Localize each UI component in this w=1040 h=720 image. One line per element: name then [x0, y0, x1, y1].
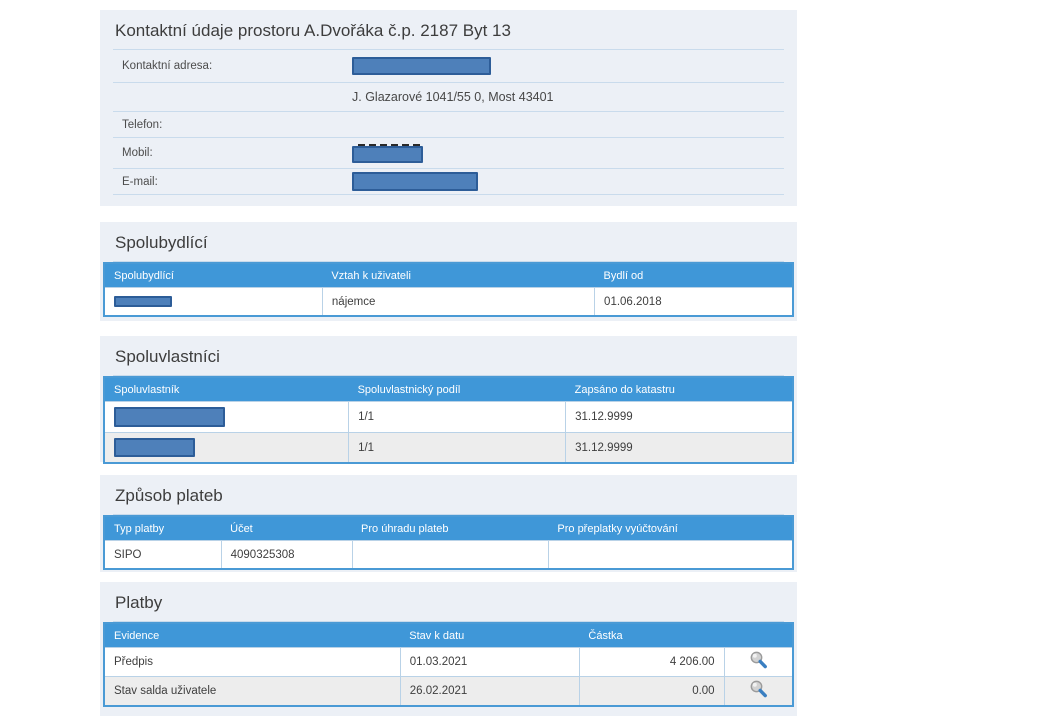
col-header-empty [724, 623, 793, 648]
coowners-title: Spoluvlastníci [115, 347, 220, 366]
redacted-box [114, 407, 225, 427]
col-header: Pro přeplatky vyúčtování [548, 516, 793, 541]
coresidents-title: Spolubydlící [115, 233, 208, 252]
payment-account-cell: 4090325308 [220, 540, 353, 570]
payment-method-table: Typ platby Účet Pro úhradu plateb Pro př… [103, 515, 794, 570]
contact-address-line: J. Glazarové 1041/55 0, Most 43401 [352, 90, 554, 104]
payments-panel: Platby Evidence Stav k datu Částka Předp… [100, 582, 797, 716]
coowners-table: Spoluvlastník Spoluvlastnický podíl Zaps… [103, 376, 794, 464]
magnifier-icon [750, 651, 767, 669]
table-row: Předpis 01.03.2021 4 206.00 [103, 647, 794, 677]
contact-email-label: E-mail: [122, 175, 158, 188]
contact-mobile-label: Mobil: [122, 147, 153, 159]
table-row: Stav salda uživatele 26.02.2021 0.00 [103, 676, 794, 707]
contact-panel: Kontaktní údaje prostoru A.Dvořáka č.p. … [100, 10, 797, 206]
contact-row-address-line: J. Glazarové 1041/55 0, Most 43401 [113, 82, 784, 111]
col-header: Evidence [104, 623, 401, 648]
contact-row-mobile: Mobil: [113, 137, 784, 168]
table-header-row: Evidence Stav k datu Částka [104, 623, 793, 648]
title-separator [113, 514, 784, 515]
contact-row-address: Kontaktní adresa: [113, 49, 784, 82]
col-header: Stav k datu [400, 623, 580, 648]
redacted-box [114, 438, 195, 457]
title-separator [113, 261, 784, 262]
payments-title: Platby [115, 593, 163, 612]
redacted-box [352, 57, 491, 75]
payment-for-payments-cell [351, 540, 549, 570]
contact-row-phone: Telefon: [113, 111, 784, 137]
payments-table: Evidence Stav k datu Částka Předpis 01.0… [103, 622, 794, 707]
payment-for-overpayments-cell [547, 540, 794, 570]
col-header: Typ platby [104, 516, 222, 541]
coresident-name-cell [103, 287, 323, 317]
title-separator [113, 621, 784, 622]
coresidents-table: Spolubydlící Vztah k uživateli Bydlí od … [103, 262, 794, 317]
col-header: Vztah k uživateli [322, 263, 595, 288]
title-separator [113, 375, 784, 376]
payment-amount-cell: 4 206.00 [578, 647, 725, 677]
col-header: Částka [579, 623, 725, 648]
redacted-phone-peek [358, 143, 420, 147]
coowner-registered-cell: 31.12.9999 [565, 432, 794, 464]
table-header-row: Typ platby Účet Pro úhradu plateb Pro př… [104, 516, 793, 541]
col-header: Bydlí od [594, 263, 793, 288]
magnifier-icon [750, 680, 767, 698]
payment-detail-cell [723, 676, 794, 707]
contact-panel-title: Kontaktní údaje prostoru A.Dvořáka č.p. … [115, 21, 511, 40]
table-row: 1/1 31.12.9999 [103, 432, 794, 464]
col-header: Spoluvlastnický podíl [348, 377, 566, 402]
coowner-registered-cell: 31.12.9999 [565, 401, 794, 433]
col-header: Spoluvlastník [104, 377, 349, 402]
coowner-name-cell [103, 401, 350, 433]
coowner-share-cell: 1/1 [348, 401, 567, 433]
col-header: Zapsáno do katastru [565, 377, 793, 402]
contact-phone-label: Telefon: [122, 118, 163, 131]
payment-detail-button[interactable] [747, 650, 770, 671]
redacted-box [352, 145, 423, 163]
payment-evidence-cell: Předpis [103, 647, 401, 677]
contact-bottom-separator [113, 194, 784, 195]
table-row: SIPO 4090325308 [103, 540, 794, 570]
redacted-box [114, 296, 172, 307]
col-header: Pro úhradu plateb [352, 516, 549, 541]
payment-amount-cell: 0.00 [578, 676, 725, 707]
table-row: 1/1 31.12.9999 [103, 401, 794, 433]
table-header-row: Spolubydlící Vztah k uživateli Bydlí od [104, 263, 793, 288]
redacted-box [352, 172, 478, 191]
contact-email-value [352, 172, 478, 191]
coresident-relation-cell: nájemce [321, 287, 596, 317]
coresidents-panel: Spolubydlící Spolubydlící Vztah k uživat… [100, 222, 797, 321]
coowner-name-cell [103, 432, 350, 464]
payment-evidence-cell: Stav salda uživatele [103, 676, 401, 707]
coowners-panel: Spoluvlastníci Spoluvlastník Spoluvlastn… [100, 336, 797, 464]
table-header-row: Spoluvlastník Spoluvlastnický podíl Zaps… [104, 377, 793, 402]
col-header: Spolubydlící [104, 263, 323, 288]
payment-date-cell: 26.02.2021 [399, 676, 580, 707]
payment-detail-cell [723, 647, 794, 677]
contact-row-email: E-mail: [113, 168, 784, 194]
payment-method-panel: Způsob plateb Typ platby Účet Pro úhradu… [100, 475, 797, 572]
contact-mobile-value [352, 143, 423, 163]
payment-detail-button[interactable] [747, 679, 770, 700]
contact-address-label: Kontaktní adresa: [122, 60, 213, 72]
payment-method-title: Způsob plateb [115, 486, 223, 505]
table-row: nájemce 01.06.2018 [103, 287, 794, 317]
payment-type-cell: SIPO [103, 540, 222, 570]
payment-date-cell: 01.03.2021 [399, 647, 580, 677]
coresident-since-cell: 01.06.2018 [594, 287, 794, 317]
col-header: Účet [221, 516, 353, 541]
contact-address-value [352, 57, 491, 75]
coowner-share-cell: 1/1 [348, 432, 567, 464]
